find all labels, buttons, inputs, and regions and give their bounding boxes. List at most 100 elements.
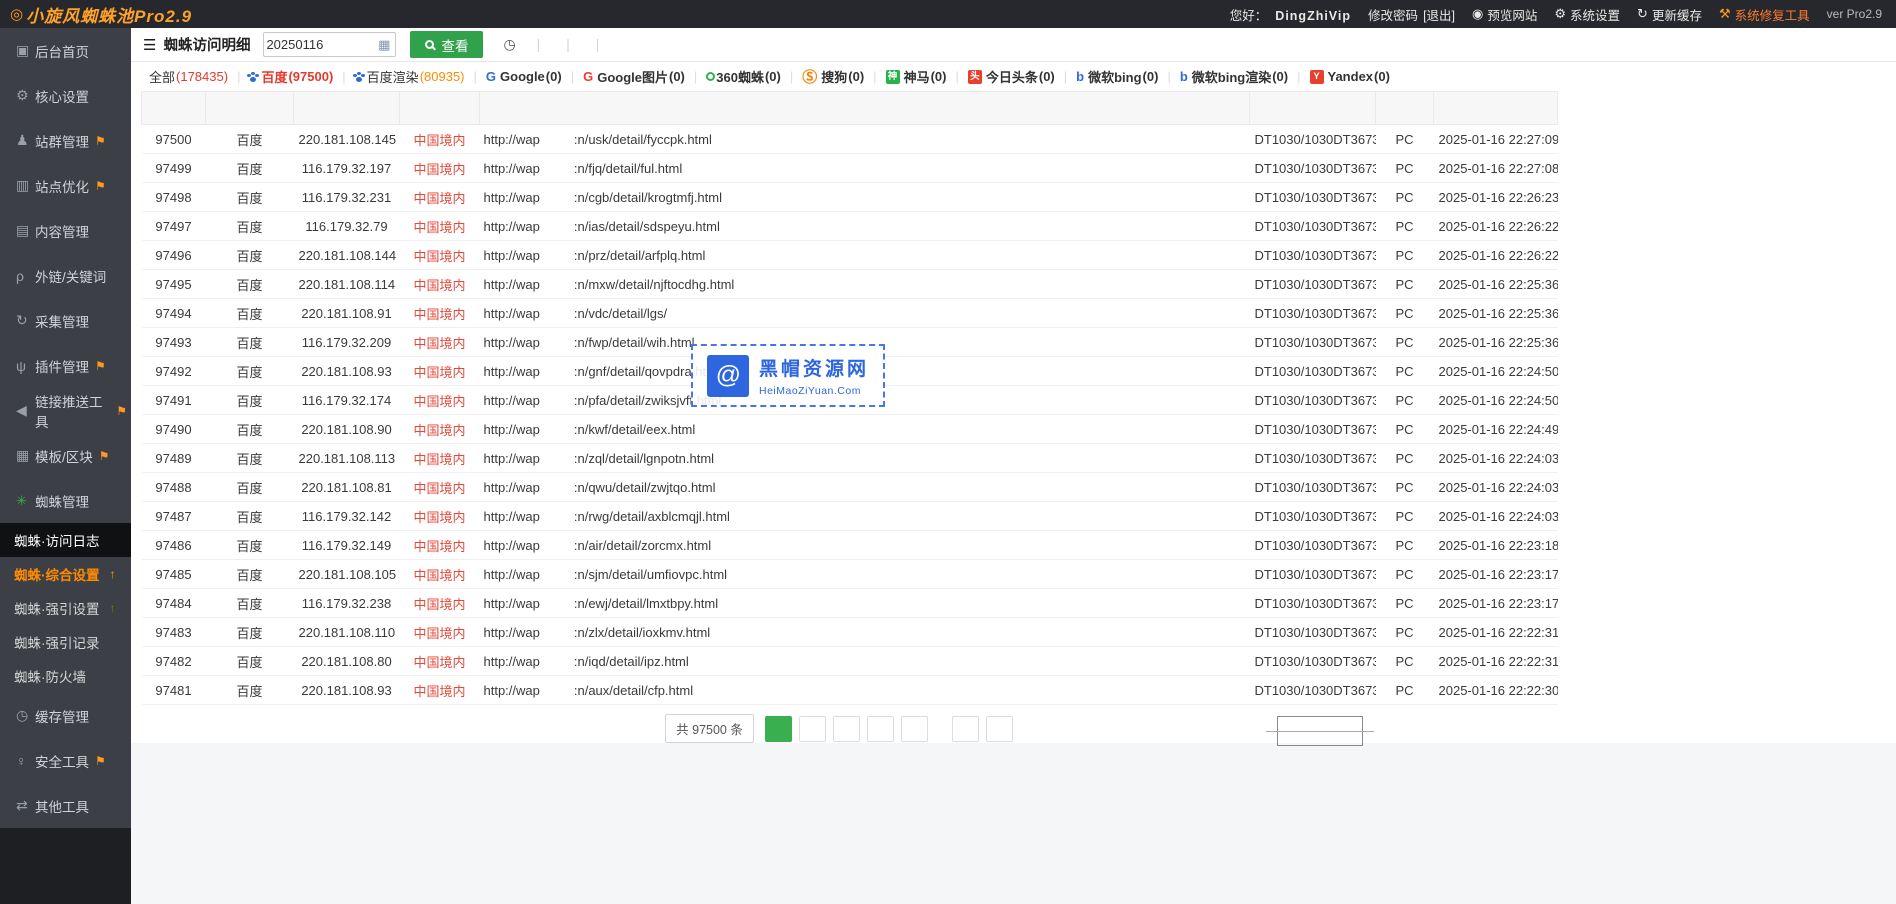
sidebar-item-core-settings[interactable]: ⚙ 核心设置	[0, 73, 131, 118]
cell-time: 2025-01-16 22:23:17	[1433, 588, 1558, 618]
sidebar-item-spider-general-settings[interactable]: 蜘蛛·综合设置 ↑	[0, 557, 131, 591]
page-5[interactable]	[900, 715, 928, 742]
filter-bing[interactable]: b 微软bing (0)	[1055, 67, 1158, 86]
cell-id: 97483	[141, 617, 206, 647]
sidebar-item-label: 蜘蛛·强引设置	[14, 602, 100, 617]
cell-spider-name: 百度	[205, 298, 294, 328]
filter-shenma[interactable]: 神 神马 (0)	[864, 67, 946, 86]
cell-url: http://wap:n/fjq/detail/ful.html	[479, 153, 1250, 183]
cell-template: DT1030/1030DT3673	[1249, 240, 1376, 270]
cell-id: 97498	[141, 182, 206, 212]
sidebar-item-templates[interactable]: ▦ 模板/区块 ⚑	[0, 433, 131, 478]
cell-spider-type: PC	[1375, 124, 1434, 154]
sidebar-item-content[interactable]: ▤ 内容管理	[0, 208, 131, 253]
cell-time: 2025-01-16 22:25:36	[1433, 327, 1558, 357]
sidebar-item-label: 站群管理	[35, 134, 89, 150]
page-ellipsis[interactable]	[934, 715, 945, 742]
url-prefix: http://wap	[483, 653, 540, 669]
column-header	[1433, 91, 1558, 125]
view-button[interactable]: 查看	[410, 31, 484, 58]
cell-id: 97489	[141, 443, 206, 473]
table-row: 97485 百度 220.181.108.105 中国境内 http://wap…	[141, 559, 1558, 589]
sidebar-footer-area	[0, 828, 131, 904]
logout-link[interactable]: [退出]	[1423, 8, 1456, 23]
cell-ip: 220.181.108.113	[293, 443, 400, 473]
url-prefix: http://wap	[483, 421, 540, 437]
url-prefix: http://wap	[483, 305, 540, 321]
sidebar-item-spider-firewall[interactable]: 蜘蛛·防火墙	[0, 659, 131, 693]
filter-baidu-render[interactable]: 百度渲染 (80935)	[333, 67, 465, 86]
change-password-link[interactable]: 修改密码	[1368, 8, 1419, 23]
sidebar-item-links-keywords[interactable]: ρ 外链/关键词	[0, 253, 131, 298]
cell-ip: 220.181.108.80	[293, 646, 400, 676]
repair-tool-link[interactable]: ⚒ 系统修复工具	[1719, 5, 1810, 24]
sidebar-item-site-group[interactable]: ♟ 站群管理 ⚑	[0, 118, 131, 163]
sidebar-item-spider-force-settings[interactable]: 蜘蛛·强引设置 ↑	[0, 591, 131, 625]
column-header	[399, 91, 480, 125]
table-row: 97484 百度 116.179.32.238 中国境内 http://wap:…	[141, 588, 1558, 618]
filter-360[interactable]: 360蜘蛛 (0)	[685, 67, 781, 86]
sidebar-item-plugins[interactable]: ψ 插件管理 ⚑	[0, 343, 131, 388]
cell-spider-type: PC	[1375, 298, 1434, 328]
update-cache-link[interactable]: ↻ 更新缓存	[1637, 5, 1702, 24]
url-path: :n/ewj/detail/lmxtbpy.html	[573, 595, 719, 611]
filter-label: 全部	[149, 70, 176, 85]
cell-time: 2025-01-16 22:26:22	[1433, 240, 1558, 270]
cell-template: DT1030/1030DT3673	[1249, 211, 1376, 241]
page-1[interactable]	[764, 715, 792, 742]
gear-icon: ⚙	[1554, 6, 1567, 21]
preview-site-link[interactable]: ◉ 预览网站	[1472, 5, 1537, 24]
page-4875[interactable]	[951, 715, 979, 742]
cell-url: http://wap:n/zlx/detail/ioxkmv.html	[479, 617, 1250, 647]
cell-url: http://wap:n/vdc/detail/lgs/	[479, 298, 1250, 328]
filter-toutiao[interactable]: 头 今日头条 (0)	[946, 67, 1055, 86]
cell-spider-type: PC	[1375, 414, 1434, 444]
page-4[interactable]	[866, 715, 894, 742]
filter-google-images[interactable]: G Google图片 (0)	[562, 67, 685, 86]
main-content: ☰ 蜘蛛访问明细 ▦ 查看 ◷ 全部 (178435) 百度 (97500)	[131, 28, 1896, 904]
quick-link-2days-before[interactable]	[583, 37, 613, 52]
cell-url: http://wap:n/prz/detail/arfplq.html	[479, 240, 1250, 270]
system-settings-link[interactable]: ⚙ 系统设置	[1554, 5, 1620, 24]
sidebar-item-collect[interactable]: ↻ 采集管理	[0, 298, 131, 343]
cell-region: 中国境内	[399, 617, 480, 647]
url-prefix: http://wap	[483, 624, 540, 640]
sidebar-item-link-push[interactable]: ◀ 链接推送工具 ⚑	[0, 388, 131, 433]
quick-link-yesterday[interactable]	[524, 37, 554, 52]
filter-google[interactable]: G Google (0)	[465, 69, 562, 84]
sidebar-item-spider-access-log[interactable]: 蜘蛛·访问日志	[0, 523, 131, 557]
sidebar-item-cache[interactable]: ◷ 缓存管理	[0, 693, 131, 738]
quick-link-day-before[interactable]	[553, 37, 583, 52]
next-page-button[interactable]	[985, 715, 1013, 742]
filter-all[interactable]: 全部 (178435)	[149, 67, 228, 86]
cell-time: 2025-01-16 22:23:18	[1433, 530, 1558, 560]
sidebar-item-spider-manage[interactable]: ✳ 蜘蛛管理	[0, 478, 131, 523]
table-header-row	[141, 91, 1558, 125]
table-body: 97500 百度 220.181.108.145 中国境内 http://wap…	[141, 124, 1558, 705]
url-prefix: http://wap	[483, 189, 540, 205]
page-3[interactable]	[832, 715, 860, 742]
filter-yandex[interactable]: Y Yandex (0)	[1288, 69, 1390, 84]
calendar-icon[interactable]: ▦	[378, 36, 391, 52]
filter-count: (97500)	[288, 69, 334, 84]
date-input[interactable]	[266, 37, 367, 52]
cell-spider-name: 百度	[205, 414, 294, 444]
table-row: 97487 百度 116.179.32.142 中国境内 http://wap:…	[141, 501, 1558, 531]
cell-spider-name: 百度	[205, 385, 294, 415]
sidebar-item-label: 采集管理	[35, 314, 89, 330]
page-2[interactable]	[798, 715, 826, 742]
sidebar-item-security[interactable]: ♀ 安全工具 ⚑	[0, 738, 131, 783]
sidebar-item-dashboard[interactable]: ▣ 后台首页	[0, 28, 131, 73]
sidebar-item-spider-force-records[interactable]: 蜘蛛·强引记录	[0, 625, 131, 659]
cell-region: 中国境内	[399, 269, 480, 299]
filter-bing-render[interactable]: b 微软bing渲染 (0)	[1158, 67, 1288, 86]
url-path: :n/aux/detail/cfp.html	[573, 682, 694, 698]
sidebar-item-other-tools[interactable]: ⇄ 其他工具	[0, 783, 131, 828]
sidebar-item-label: 蜘蛛·防火墙	[14, 670, 86, 685]
filter-sogou[interactable]: Ⓢ 搜狗 (0)	[781, 66, 864, 87]
column-header	[1249, 91, 1376, 125]
url-prefix: http://wap	[483, 595, 540, 611]
filter-baidu[interactable]: 百度 (97500)	[228, 67, 333, 86]
sidebar-item-site-optimize[interactable]: ▥ 站点优化 ⚑	[0, 163, 131, 208]
sidebar-item-icon: ▦	[16, 447, 30, 463]
